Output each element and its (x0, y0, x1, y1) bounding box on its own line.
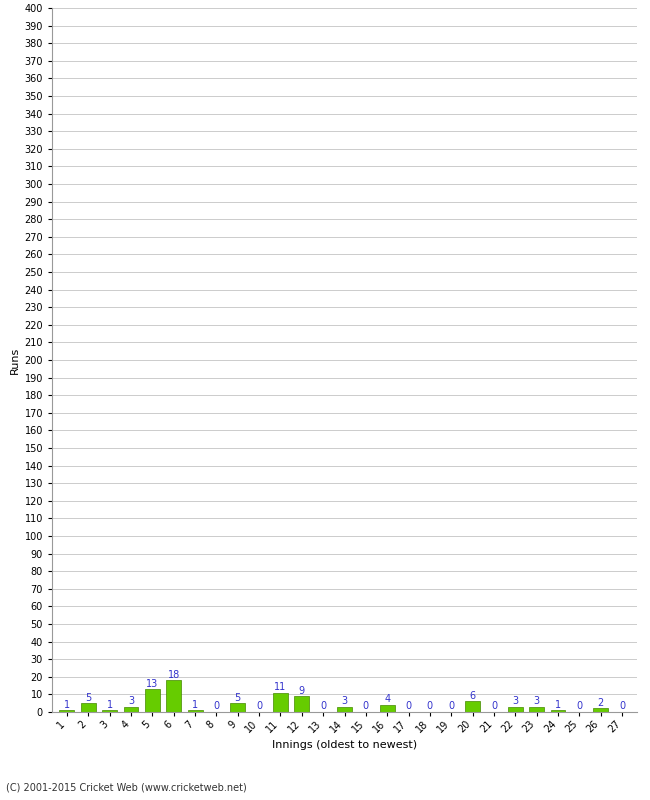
Text: 0: 0 (406, 702, 411, 711)
Text: 0: 0 (427, 702, 433, 711)
Bar (337, 706, 352, 712)
Text: 0: 0 (256, 702, 262, 711)
Bar (529, 706, 544, 712)
Text: 0: 0 (363, 702, 369, 711)
Text: 0: 0 (320, 702, 326, 711)
Text: 4: 4 (384, 694, 390, 705)
X-axis label: Innings (oldest to newest): Innings (oldest to newest) (272, 741, 417, 750)
Text: 3: 3 (534, 696, 540, 706)
Bar (508, 706, 523, 712)
Bar (551, 710, 566, 712)
Bar (188, 710, 203, 712)
Text: 9: 9 (299, 686, 305, 696)
Text: 3: 3 (512, 696, 518, 706)
Text: 5: 5 (235, 693, 241, 702)
Text: 13: 13 (146, 678, 159, 689)
Bar (294, 696, 309, 712)
Text: 6: 6 (469, 691, 476, 701)
Bar (145, 689, 160, 712)
Text: 3: 3 (341, 696, 348, 706)
Text: 0: 0 (213, 702, 220, 711)
Text: 1: 1 (64, 700, 70, 710)
Text: 5: 5 (85, 693, 92, 702)
Bar (593, 709, 608, 712)
Text: 18: 18 (168, 670, 180, 680)
Text: 1: 1 (555, 700, 561, 710)
Text: 2: 2 (597, 698, 604, 708)
Text: 3: 3 (128, 696, 134, 706)
Bar (465, 702, 480, 712)
Bar (59, 710, 74, 712)
Bar (273, 693, 288, 712)
Bar (380, 705, 395, 712)
Text: (C) 2001-2015 Cricket Web (www.cricketweb.net): (C) 2001-2015 Cricket Web (www.cricketwe… (6, 782, 247, 792)
Text: 0: 0 (577, 702, 582, 711)
Text: 1: 1 (107, 700, 112, 710)
Text: 1: 1 (192, 700, 198, 710)
Text: 0: 0 (619, 702, 625, 711)
Text: 0: 0 (448, 702, 454, 711)
Bar (124, 706, 138, 712)
Bar (81, 703, 96, 712)
Text: 0: 0 (491, 702, 497, 711)
Bar (166, 680, 181, 712)
Y-axis label: Runs: Runs (10, 346, 20, 374)
Bar (102, 710, 117, 712)
Text: 11: 11 (274, 682, 287, 692)
Bar (230, 703, 245, 712)
